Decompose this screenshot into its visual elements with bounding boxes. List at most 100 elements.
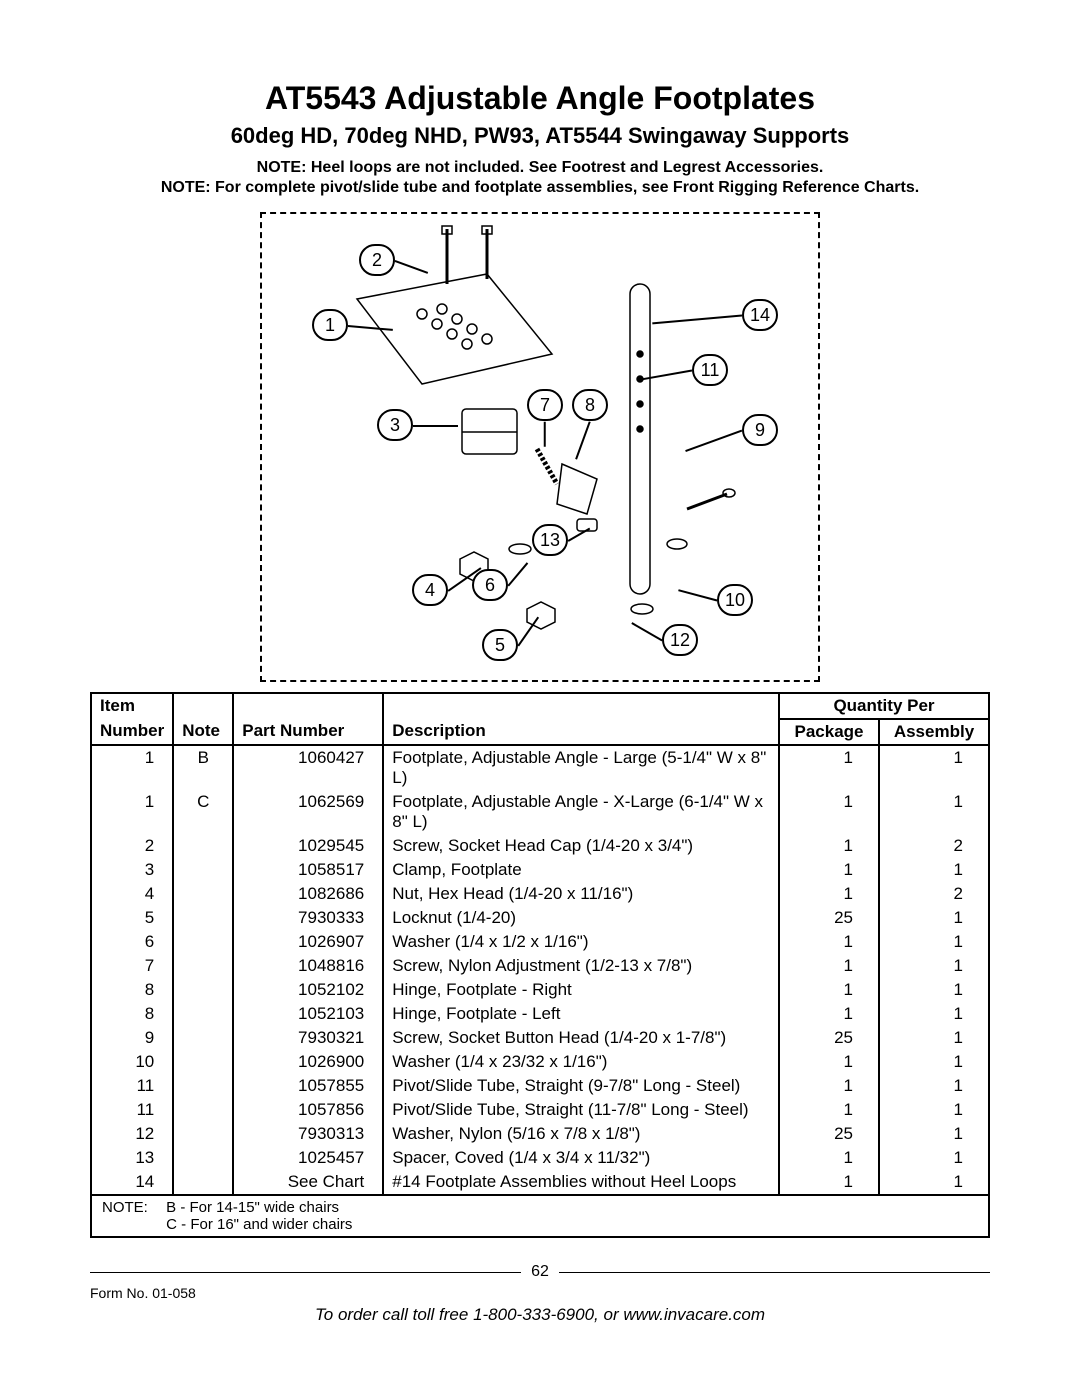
cell-desc: Washer (1/4 x 23/32 x 1/16")	[383, 1050, 779, 1074]
header-part-number: Part Number	[233, 719, 383, 745]
cell-desc: Pivot/Slide Tube, Straight (9-7/8" Long …	[383, 1074, 779, 1098]
table-footnote-row: NOTE: B - For 14-15" wide chairs C - For…	[91, 1195, 989, 1237]
table-row: 111057856Pivot/Slide Tube, Straight (11-…	[91, 1098, 989, 1122]
header-qty-per: Quantity Per	[779, 693, 989, 719]
cell-desc: Footplate, Adjustable Angle - X-Large (6…	[383, 790, 779, 834]
cell-part: See Chart	[233, 1170, 383, 1195]
callout-13: 13	[532, 524, 568, 556]
cell-part: 1026907	[233, 930, 383, 954]
cell-item: 10	[91, 1050, 173, 1074]
cell-asm: 1	[879, 1146, 989, 1170]
table-header: Item Quantity Per Number Note Part Numbe…	[91, 693, 989, 745]
cell-note: C	[173, 790, 233, 834]
cell-part: 1025457	[233, 1146, 383, 1170]
cell-asm: 1	[879, 1170, 989, 1195]
cell-part: 1057856	[233, 1098, 383, 1122]
cell-desc: Washer (1/4 x 1/2 x 1/16")	[383, 930, 779, 954]
cell-part: 7930333	[233, 906, 383, 930]
callout-11: 11	[692, 354, 728, 386]
cell-asm: 1	[879, 906, 989, 930]
table-row: 101026900Washer (1/4 x 23/32 x 1/16")11	[91, 1050, 989, 1074]
callout-2: 2	[359, 244, 395, 276]
footer-rule-left	[90, 1272, 521, 1273]
cell-pkg: 1	[779, 1050, 879, 1074]
callout-12: 12	[662, 624, 698, 656]
cell-desc: Screw, Socket Button Head (1/4-20 x 1-7/…	[383, 1026, 779, 1050]
cell-part: 1048816	[233, 954, 383, 978]
cell-asm: 1	[879, 858, 989, 882]
leader-7	[544, 422, 546, 447]
cell-note	[173, 858, 233, 882]
cell-item: 4	[91, 882, 173, 906]
header-desc-blank	[383, 693, 779, 719]
cell-item: 11	[91, 1098, 173, 1122]
cell-note	[173, 930, 233, 954]
header-description: Description	[383, 719, 779, 745]
parts-table: Item Quantity Per Number Note Part Numbe…	[90, 692, 990, 1238]
table-row: 57930333Locknut (1/4-20)251	[91, 906, 989, 930]
cell-part: 1082686	[233, 882, 383, 906]
cell-item: 8	[91, 1002, 173, 1026]
cell-item: 7	[91, 954, 173, 978]
cell-item: 12	[91, 1122, 173, 1146]
leader-3	[413, 425, 458, 427]
cell-note	[173, 834, 233, 858]
table-row: 111057855Pivot/Slide Tube, Straight (9-7…	[91, 1074, 989, 1098]
page-footer: 62 Form No. 01-058 To order call toll fr…	[90, 1263, 990, 1325]
cell-pkg: 25	[779, 906, 879, 930]
cell-pkg: 25	[779, 1122, 879, 1146]
table-row: 7 1048816Screw, Nylon Adjustment (1/2-13 …	[91, 954, 989, 978]
cell-asm: 1	[879, 745, 989, 790]
cell-asm: 1	[879, 1050, 989, 1074]
cell-asm: 1	[879, 1098, 989, 1122]
cell-note	[173, 1098, 233, 1122]
diagram-container: 1234567891011121314	[90, 212, 990, 682]
callout-7: 7	[527, 389, 563, 421]
cell-item: 3	[91, 858, 173, 882]
table-row: 12 7930313Washer, Nylon (5/16 x 7/8 x 1/8…	[91, 1122, 989, 1146]
cell-pkg: 1	[779, 978, 879, 1002]
cell-pkg: 1	[779, 790, 879, 834]
page-number: 62	[531, 1263, 549, 1281]
table-body: 1B1060427Footplate, Adjustable Angle - L…	[91, 745, 989, 1195]
cell-item: 2	[91, 834, 173, 858]
cell-desc: Hinge, Footplate - Left	[383, 1002, 779, 1026]
cell-desc: Nut, Hex Head (1/4-20 x 11/16")	[383, 882, 779, 906]
table-row: 97930321Screw, Socket Button Head (1/4-2…	[91, 1026, 989, 1050]
header-part-blank	[233, 693, 383, 719]
callout-10: 10	[717, 584, 753, 616]
cell-item: 14	[91, 1170, 173, 1195]
cell-item: 13	[91, 1146, 173, 1170]
cell-note	[173, 1074, 233, 1098]
cell-desc: Washer, Nylon (5/16 x 7/8 x 1/8")	[383, 1122, 779, 1146]
header-item-top: Item	[91, 693, 173, 719]
cell-part: 7930321	[233, 1026, 383, 1050]
table-row: 41082686Nut, Hex Head (1/4-20 x 11/16")1…	[91, 882, 989, 906]
cell-desc: Screw, Nylon Adjustment (1/2-13 x 7/8")	[383, 954, 779, 978]
cell-part: 1026900	[233, 1050, 383, 1074]
header-note-blank	[173, 693, 233, 719]
callout-6: 6	[472, 569, 508, 601]
cell-desc: Clamp, Footplate	[383, 858, 779, 882]
callout-4: 4	[412, 574, 448, 606]
cell-pkg: 1	[779, 834, 879, 858]
cell-part: 1029545	[233, 834, 383, 858]
table-row: 1B1060427Footplate, Adjustable Angle - L…	[91, 745, 989, 790]
cell-note	[173, 1026, 233, 1050]
table-row: 31058517Clamp, Footplate11	[91, 858, 989, 882]
exploded-diagram: 1234567891011121314	[260, 212, 820, 682]
note-1: NOTE: Heel loops are not included. See F…	[90, 159, 990, 177]
form-number: Form No. 01-058	[90, 1285, 990, 1301]
callout-9: 9	[742, 414, 778, 446]
cell-note	[173, 1122, 233, 1146]
cell-desc: Screw, Socket Head Cap (1/4-20 x 3/4")	[383, 834, 779, 858]
cell-asm: 1	[879, 790, 989, 834]
cell-part: 7930313	[233, 1122, 383, 1146]
cell-desc: Hinge, Footplate - Right	[383, 978, 779, 1002]
header-assembly: Assembly	[879, 719, 989, 745]
cell-pkg: 1	[779, 1170, 879, 1195]
page-subtitle: 60deg HD, 70deg NHD, PW93, AT5544 Swinga…	[90, 123, 990, 149]
cell-asm: 1	[879, 1122, 989, 1146]
cell-desc: Locknut (1/4-20)	[383, 906, 779, 930]
table-row: 61026907Washer (1/4 x 1/2 x 1/16")11	[91, 930, 989, 954]
